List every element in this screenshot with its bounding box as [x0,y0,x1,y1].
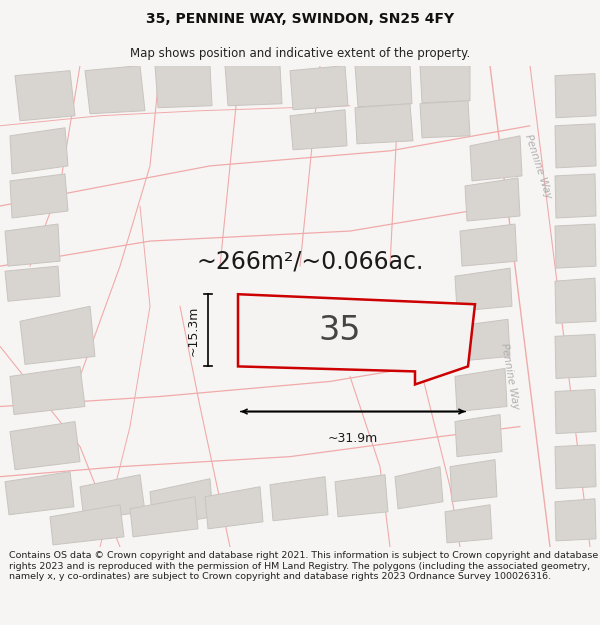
Polygon shape [155,66,212,108]
Polygon shape [555,174,596,218]
Polygon shape [5,224,60,266]
Polygon shape [10,421,80,469]
Polygon shape [5,472,74,515]
Polygon shape [10,127,68,174]
Polygon shape [15,71,75,121]
Polygon shape [455,414,502,457]
Text: Map shows position and indicative extent of the property.: Map shows position and indicative extent… [130,48,470,60]
Polygon shape [50,505,124,545]
Polygon shape [290,110,347,150]
Polygon shape [555,389,596,434]
Polygon shape [290,66,348,110]
Polygon shape [10,366,85,414]
Text: Contains OS data © Crown copyright and database right 2021. This information is : Contains OS data © Crown copyright and d… [9,551,598,581]
Polygon shape [238,294,475,384]
Polygon shape [455,268,512,311]
Polygon shape [150,479,213,527]
Text: ~15.3m: ~15.3m [187,305,200,356]
Polygon shape [555,334,596,378]
Text: ~31.9m: ~31.9m [328,432,378,444]
Polygon shape [355,66,412,107]
Polygon shape [355,104,413,144]
Polygon shape [555,74,596,118]
Polygon shape [80,475,145,520]
Polygon shape [555,499,596,541]
Polygon shape [130,497,198,537]
Polygon shape [420,66,470,102]
Polygon shape [335,475,388,517]
Polygon shape [5,266,60,301]
Polygon shape [450,459,497,502]
Polygon shape [85,66,145,114]
Polygon shape [270,477,328,521]
Polygon shape [460,224,517,266]
Text: Pennine Way: Pennine Way [499,342,521,411]
Polygon shape [455,368,507,411]
Polygon shape [420,101,470,138]
Polygon shape [20,306,95,364]
Polygon shape [555,444,596,489]
Polygon shape [555,224,596,268]
Text: ~266m²/~0.066ac.: ~266m²/~0.066ac. [196,249,424,273]
Text: 35: 35 [319,314,361,347]
Polygon shape [205,487,263,529]
Polygon shape [445,505,492,543]
Polygon shape [10,174,68,218]
Polygon shape [555,124,596,168]
Text: Pennine Way: Pennine Way [523,132,553,199]
Polygon shape [465,178,520,221]
Text: 35, PENNINE WAY, SWINDON, SN25 4FY: 35, PENNINE WAY, SWINDON, SN25 4FY [146,12,454,26]
Polygon shape [555,278,596,323]
Polygon shape [470,136,522,181]
Polygon shape [225,66,282,106]
Polygon shape [455,319,510,361]
Polygon shape [395,467,443,509]
